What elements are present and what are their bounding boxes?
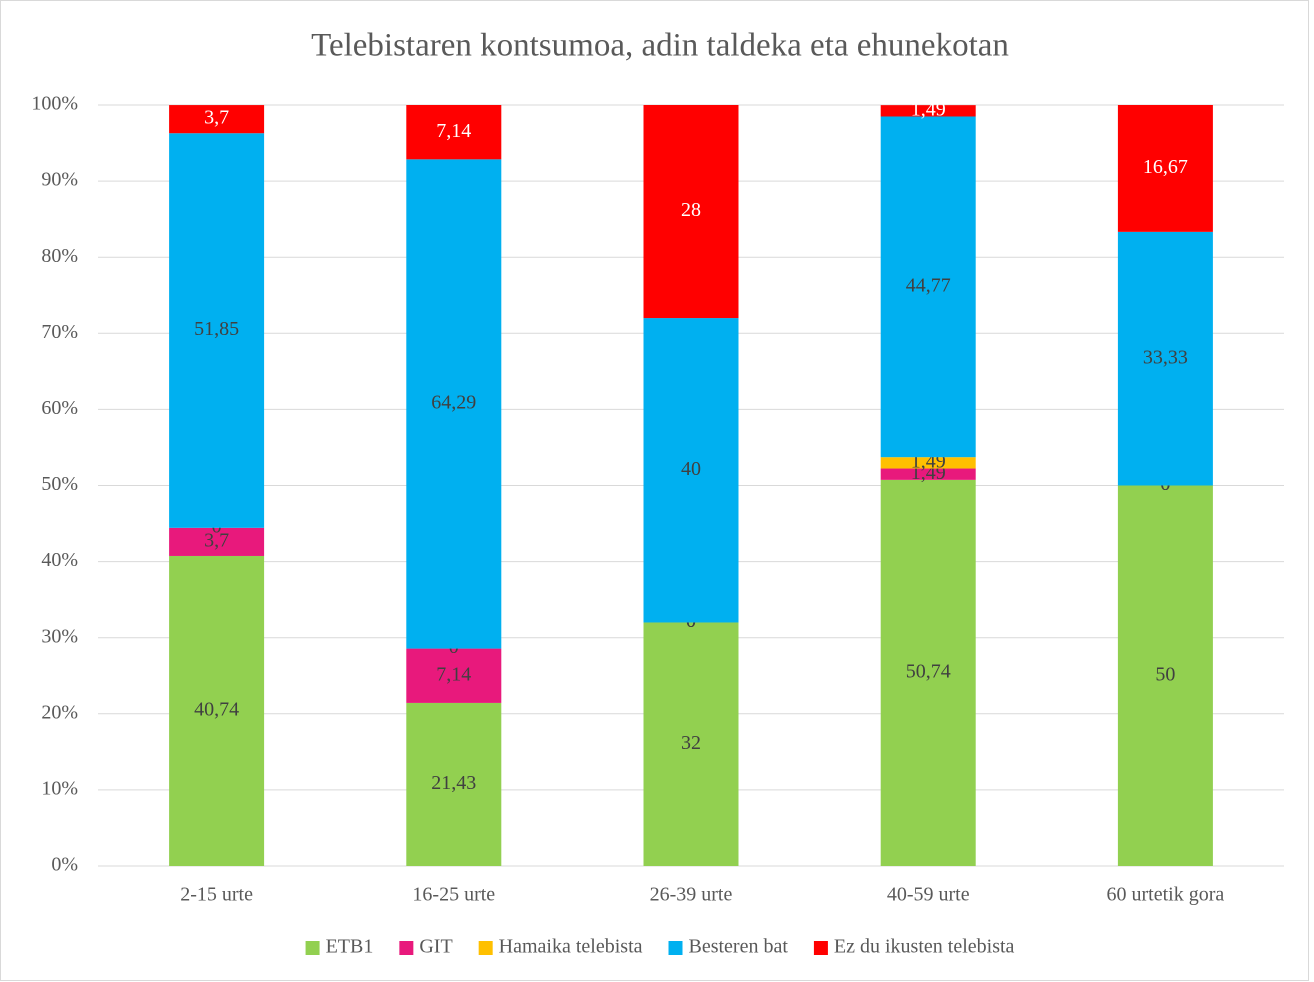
data-label: 28 [681, 199, 701, 221]
data-label: 3,7 [204, 107, 229, 129]
chart-title: Telebistaren kontsumoa, adin taldeka eta… [311, 28, 1009, 64]
data-label: 50,74 [906, 661, 951, 683]
x-tick-label: 26-39 urte [650, 884, 733, 906]
legend-label: Ez du ikusten telebista [834, 936, 1015, 958]
data-label: 1,49 [911, 98, 946, 120]
bar-segment [880, 116, 976, 458]
legend-label: ETB1 [326, 936, 374, 958]
legend-swatch [813, 941, 828, 955]
bar-segment [1117, 231, 1213, 486]
bar-segment [1117, 485, 1213, 866]
y-tick-label: 20% [41, 701, 78, 723]
data-label: 32 [681, 732, 701, 754]
data-label: 3,7 [204, 529, 229, 551]
y-tick-label: 100% [31, 93, 78, 115]
bar-segment [406, 702, 502, 866]
data-label: 16,67 [1143, 156, 1188, 178]
bar-segment [643, 622, 739, 866]
y-tick-label: 10% [41, 777, 78, 799]
bar-segment [880, 479, 976, 866]
bar-segment [1117, 105, 1213, 232]
bar-segment [169, 555, 265, 866]
bar-segment [169, 105, 265, 134]
bar-segment [406, 159, 502, 649]
bar-segment [169, 133, 265, 528]
data-label: 44,77 [906, 274, 951, 296]
data-label: 50 [1155, 663, 1175, 685]
x-tick-label: 16-25 urte [412, 884, 495, 906]
data-label: 7,14 [436, 120, 471, 142]
y-tick-label: 40% [41, 549, 78, 571]
bar-segment [643, 105, 739, 319]
bar-segment [643, 318, 739, 623]
y-tick-label: 30% [41, 625, 78, 647]
y-tick-label: 60% [41, 397, 78, 419]
y-tick-label: 90% [41, 169, 78, 191]
legend-label: Besteren bat [689, 936, 789, 958]
x-tick-label: 60 urtetik gora [1107, 884, 1225, 906]
y-tick-label: 50% [41, 473, 78, 495]
legend-swatch [668, 941, 683, 955]
bar-segment [406, 648, 502, 703]
legend-label: GIT [419, 936, 452, 958]
bar-segment [880, 457, 976, 469]
x-tick-label: 40-59 urte [887, 884, 970, 906]
data-label: 7,14 [436, 663, 471, 685]
legend-swatch [305, 941, 320, 955]
y-tick-label: 70% [41, 321, 78, 343]
data-label: 51,85 [194, 318, 239, 340]
bar-segment [880, 468, 976, 480]
legend-swatch [478, 941, 493, 955]
legend-swatch [399, 941, 414, 955]
data-label: 64,29 [431, 392, 476, 414]
x-tick-label: 2-15 urte [180, 884, 253, 906]
data-label: 33,33 [1143, 346, 1188, 368]
legend-label: Hamaika telebista [499, 936, 643, 958]
data-label: 40,74 [194, 699, 239, 721]
bar-segment [880, 105, 976, 117]
data-label: 40 [681, 458, 701, 480]
y-tick-label: 80% [41, 245, 78, 267]
bar-segment [169, 527, 265, 556]
bar-segment [406, 105, 502, 160]
data-label: 21,43 [431, 772, 476, 794]
y-tick-label: 0% [51, 854, 78, 876]
